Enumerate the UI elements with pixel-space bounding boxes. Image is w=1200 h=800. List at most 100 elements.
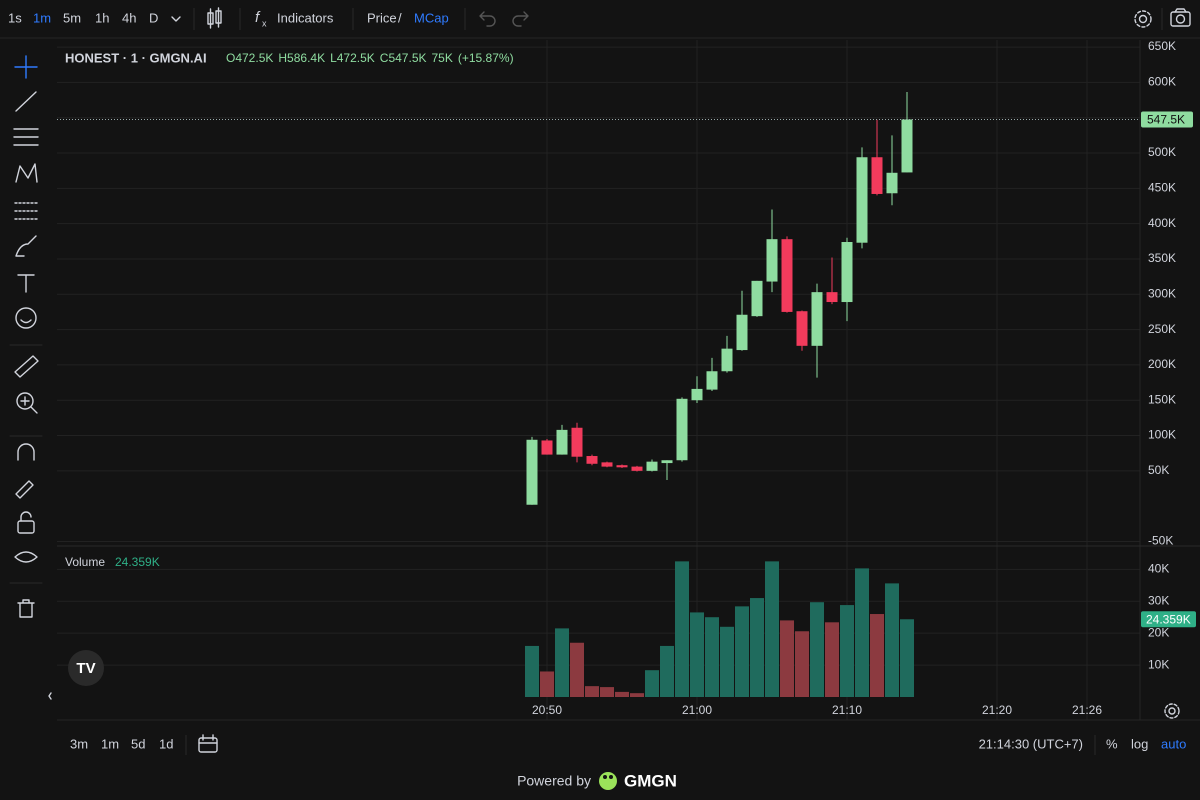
volume-bar [675,561,689,697]
chart-area [57,40,1140,720]
volume-bar [810,602,824,697]
y-tick-label: 200K [1148,357,1176,371]
volume-bar [765,561,779,697]
volume-bar [555,628,569,697]
range-button[interactable]: 3m [70,736,88,751]
settings-button[interactable] [1134,10,1152,28]
candle-body [751,280,763,317]
candle-body [826,292,838,303]
candle-body [631,466,643,471]
candle-body [676,398,688,461]
candle-body [871,157,883,194]
pattern-tool[interactable] [15,163,38,183]
redo-button[interactable] [512,11,529,27]
interval-button[interactable]: 1s [8,10,22,25]
legend-value: C547.5K [380,51,427,65]
fx-icon[interactable]: x [262,18,267,28]
volume-bar [870,614,884,697]
candle-body [601,462,613,467]
fx-icon[interactable]: f [255,9,261,26]
text-tool[interactable] [17,274,35,293]
fib-tool[interactable] [13,128,39,146]
interval-button[interactable]: 1m [33,10,51,25]
candle-body [736,314,748,351]
axis-settings[interactable] [1164,703,1180,719]
volume-bar [600,687,614,697]
date-range-button[interactable] [198,734,218,753]
candle-body [616,465,628,468]
hide-tool[interactable] [14,551,38,563]
price-toggle[interactable]: Price [367,10,397,25]
delete-tool[interactable] [17,599,35,618]
volume-bar [645,670,659,697]
y-tick-label: 300K [1148,286,1176,300]
powered-by: Powered by [517,773,591,789]
range-button[interactable]: 1d [159,736,173,751]
lock-tool[interactable] [17,511,35,534]
candle-body [766,239,778,282]
x-tick-label: 21:20 [982,703,1012,717]
volume-bar [795,631,809,697]
candle-body [856,157,868,243]
toggle-separator: / [398,10,402,25]
legend-value: O472.5K [226,51,273,65]
magnet-tool[interactable] [17,443,35,461]
volume-bar [825,622,839,697]
projection-tool[interactable] [14,202,38,220]
crosshair-tool[interactable] [14,55,38,79]
volume-bar [660,645,674,697]
interval-button[interactable]: 4h [122,10,136,25]
candle-body [661,460,673,464]
screenshot-button[interactable] [1170,8,1191,27]
collapse-arrow[interactable] [48,692,52,700]
volume-bar [585,686,599,697]
candle-body [586,456,598,464]
volume-current-label: 24.359K [1146,612,1191,626]
trend-line-tool[interactable] [15,91,37,112]
volume-value: 24.359K [115,555,160,569]
interval-button[interactable]: D [149,10,158,25]
indicators-button[interactable]: Indicators [277,10,334,25]
tradingview-logo[interactable]: TV [68,650,104,686]
y-tick-label: -50K [1148,534,1173,548]
volume-bar [840,605,854,697]
mcap-toggle[interactable]: MCap [414,10,449,25]
interval-button[interactable]: 1h [95,10,109,25]
candle-body [571,427,583,457]
svg-text:TV: TV [76,660,95,677]
y-tick-label: 40K [1148,562,1169,576]
volume-bar [900,619,914,697]
volume-bar [885,583,899,697]
volume-bar [735,606,749,697]
volume-bar [720,626,734,697]
percent-toggle[interactable]: % [1106,736,1118,751]
candle-body [541,440,553,455]
legend-value: H586.4K [278,51,325,65]
volume-bar [855,568,869,697]
interval-menu[interactable] [171,16,181,22]
candle-body [811,292,823,346]
emoji-tool[interactable] [15,307,37,329]
range-button[interactable]: 1m [101,736,119,751]
brush-tool[interactable] [15,235,37,257]
zoom-tool[interactable] [16,392,38,414]
lock-drawing-tool[interactable] [15,480,34,499]
candle-body [646,461,658,471]
candle-body [901,119,913,173]
candle-body [526,439,538,505]
last-price-badge [1141,111,1193,128]
volume-bar [705,617,719,697]
y-tick-label: 30K [1148,593,1169,607]
candle-body [691,388,703,401]
volume-bar [525,645,539,697]
log-toggle[interactable]: log [1131,736,1148,751]
undo-button[interactable] [479,11,496,27]
y-tick-label: 20K [1148,625,1169,639]
chart-type-button[interactable] [207,7,222,29]
candle-body [886,172,898,194]
ruler-tool[interactable] [14,355,39,378]
interval-button[interactable]: 5m [63,10,81,25]
legend-value: 75K [432,51,453,65]
range-button[interactable]: 5d [131,736,145,751]
auto-toggle[interactable]: auto [1161,736,1186,751]
